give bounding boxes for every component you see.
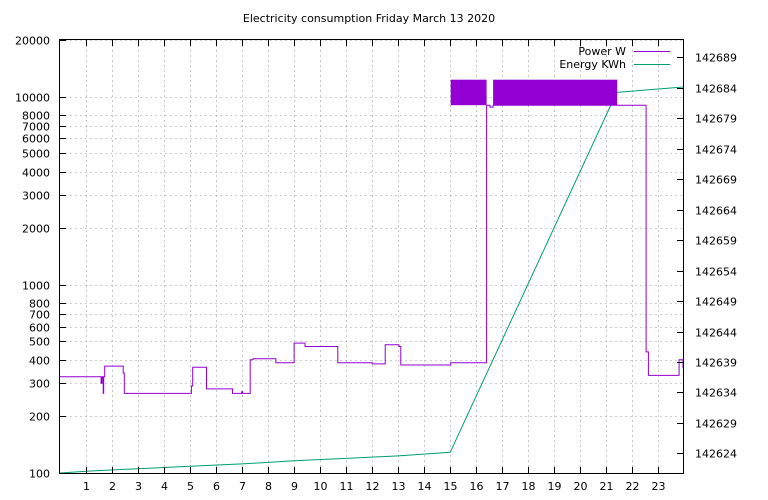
- y-tick-label: 6000: [22, 133, 50, 146]
- power-band: [493, 79, 618, 106]
- x-tick-label: 22: [626, 480, 640, 493]
- x-tick-label: 4: [161, 480, 168, 493]
- x-tick-label: 9: [291, 480, 298, 493]
- y2-tick-label: 142649: [695, 296, 737, 309]
- x-tick-label: 10: [314, 480, 328, 493]
- grid: [60, 40, 683, 474]
- x-tick-label: 2: [109, 480, 116, 493]
- y-tick-label: 200: [29, 411, 50, 424]
- x-tick-label: 21: [600, 480, 614, 493]
- x-tick-label: 18: [522, 480, 536, 493]
- x-tick-label: 16: [470, 480, 484, 493]
- axes: 1 2 3 4 5 6 7 8 9 10 11 12 13 14 15 16 17 18 19 20 21 22 23100…: [15, 35, 737, 494]
- x-tick-label: 8: [265, 480, 272, 493]
- y-tick-label: 7000: [22, 121, 50, 134]
- y2-tick-label: 142634: [695, 387, 737, 400]
- y2-tick-label: 142644: [695, 327, 737, 340]
- y2-tick-label: 142624: [695, 448, 737, 461]
- y-tick-label: 600: [29, 322, 50, 335]
- y-tick-label: 3000: [22, 190, 50, 203]
- legend: Power W Energy KWh: [559, 45, 670, 71]
- y2-tick-label: 142659: [695, 235, 737, 248]
- legend-label-power: Power W: [578, 45, 626, 58]
- y-tick-label: 100: [29, 468, 50, 481]
- y-tick-label: 5000: [22, 148, 50, 161]
- x-tick-label: 1: [83, 480, 90, 493]
- plot-frame: [59, 39, 684, 474]
- chart-title: Electricity consumption Friday March 13 …: [243, 12, 495, 25]
- y2-tick-label: 142664: [695, 205, 737, 218]
- power-band: [450, 79, 487, 106]
- x-tick-label: 7: [239, 480, 246, 493]
- x-tick-label: 11: [340, 480, 354, 493]
- y2-tick-label: 142689: [695, 52, 737, 65]
- y-tick-label: 400: [29, 355, 50, 368]
- x-tick-label: 23: [652, 480, 666, 493]
- series-line-power: [60, 104, 684, 394]
- y2-tick-label: 142639: [695, 357, 737, 370]
- y-tick-label: 4000: [22, 167, 50, 180]
- y2-tick-label: 142629: [695, 418, 737, 431]
- y-tick-label: 8000: [22, 110, 50, 123]
- y2-tick-label: 142674: [695, 144, 737, 157]
- x-tick-label: 14: [418, 480, 432, 493]
- x-tick-label: 15: [444, 480, 458, 493]
- x-tick-label: 5: [187, 480, 194, 493]
- x-tick-label: 17: [496, 480, 510, 493]
- y2-tick-label: 142669: [695, 174, 737, 187]
- y-tick-label: 300: [29, 378, 50, 391]
- y-tick-label: 500: [29, 336, 50, 349]
- y-tick-label: 10000: [15, 92, 50, 105]
- x-tick-label: 20: [574, 480, 588, 493]
- y2-tick-label: 142654: [695, 266, 737, 279]
- y-tick-label: 700: [29, 309, 50, 322]
- x-tick-label: 13: [392, 480, 406, 493]
- x-tick-label: 12: [366, 480, 380, 493]
- y-tick-label: 800: [29, 298, 50, 311]
- y-tick-label: 1000: [22, 280, 50, 293]
- x-tick-label: 3: [135, 480, 142, 493]
- series-layer: [59, 79, 684, 474]
- x-tick-label: 6: [213, 480, 220, 493]
- y2-tick-label: 142679: [695, 113, 737, 126]
- series-line-energy: [59, 86, 684, 474]
- x-tick-label: 19: [548, 480, 562, 493]
- y-tick-label: 2000: [22, 223, 50, 236]
- y2-tick-label: 142684: [695, 83, 737, 96]
- y-tick-label: 20000: [15, 35, 50, 48]
- legend-label-energy: Energy KWh: [559, 58, 626, 71]
